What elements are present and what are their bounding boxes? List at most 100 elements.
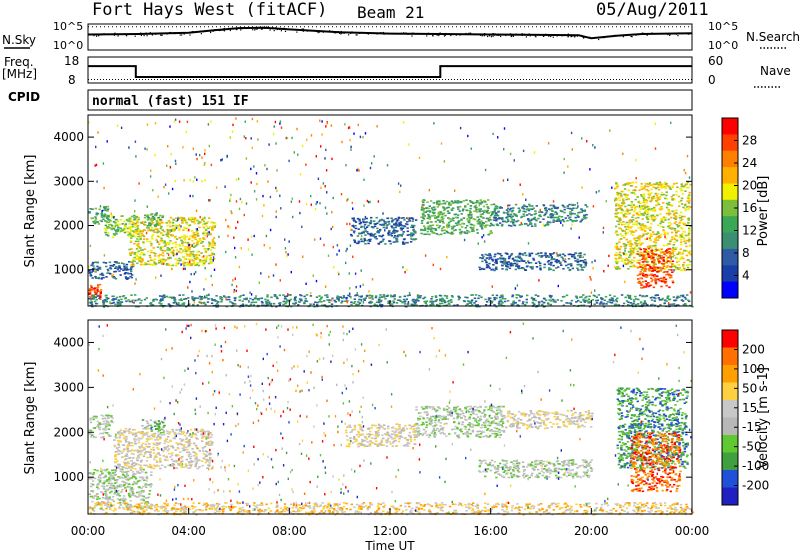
data-cell: [194, 264, 197, 267]
data-cell: [624, 259, 627, 262]
noise-point: [273, 30, 275, 32]
data-cell: [314, 207, 317, 211]
data-cell: [668, 253, 672, 256]
data-cell: [152, 229, 155, 231]
data-cell: [665, 191, 668, 193]
data-cell: [211, 239, 214, 241]
data-cell: [656, 266, 660, 269]
noise-point: [511, 33, 513, 36]
data-cell: [676, 295, 679, 298]
data-cell: [275, 215, 277, 219]
data-cell: [573, 213, 576, 215]
data-cell: [643, 195, 646, 198]
data-cell: [134, 226, 138, 229]
data-cell: [608, 299, 612, 302]
data-cell: [651, 209, 655, 211]
data-cell: [665, 250, 668, 252]
data-cell: [659, 299, 662, 301]
data-cell: [615, 300, 618, 303]
data-cell: [473, 206, 476, 208]
data-cell: [319, 119, 321, 122]
data-cell: [171, 234, 174, 237]
noise-point: [301, 28, 303, 30]
data-cell: [409, 234, 412, 237]
data-cell: [456, 200, 460, 202]
data-cell: [552, 252, 556, 254]
data-cell: [518, 224, 522, 226]
data-cell: [642, 255, 645, 257]
data-cell: [191, 234, 194, 237]
data-cell: [389, 242, 392, 245]
data-cell: [485, 260, 488, 263]
data-cell: [357, 240, 360, 243]
data-cell: [449, 220, 452, 222]
noise-panel: N.Sky 10^5 10^0 10^5 10^0 N.Search: [2, 20, 800, 52]
data-cell: [161, 299, 164, 302]
data-cell: [89, 298, 93, 301]
data-cell: [667, 256, 670, 259]
data-cell: [493, 296, 496, 299]
noise-point: [468, 32, 470, 34]
data-cell: [106, 268, 110, 271]
data-cell: [155, 222, 159, 224]
data-cell: [664, 268, 667, 270]
data-cell: [140, 299, 143, 302]
data-cell: [443, 232, 446, 234]
data-cell: [147, 250, 150, 253]
data-cell: [117, 226, 120, 229]
data-cell: [326, 305, 329, 308]
data-cell: [345, 164, 347, 167]
data-cell: [645, 189, 648, 191]
noise-point: [439, 32, 441, 34]
data-cell: [318, 300, 321, 303]
data-cell: [185, 264, 189, 266]
noise-panel-frame: [87, 23, 693, 51]
noise-point: [256, 28, 258, 30]
data-cell: [522, 260, 526, 262]
data-cell: [345, 297, 347, 300]
data-cell: [584, 264, 587, 267]
data-cell: [144, 221, 147, 223]
data-cell: [530, 225, 534, 227]
data-cell: [225, 250, 227, 254]
noise-point: [436, 34, 438, 36]
noise-tick-high-left: 10^5: [53, 20, 83, 33]
data-cell: [440, 216, 443, 219]
data-cell: [387, 231, 391, 233]
data-cell: [638, 280, 641, 283]
data-cell: [306, 138, 308, 141]
data-cell: [496, 205, 499, 208]
data-cell: [620, 195, 623, 198]
data-cell: [137, 240, 140, 243]
data-cell: [324, 185, 326, 188]
data-cell: [243, 213, 245, 217]
data-cell: [456, 202, 459, 204]
data-cell: [671, 198, 674, 200]
data-cell: [523, 205, 527, 208]
noise-point: [458, 33, 460, 35]
data-cell: [645, 199, 649, 202]
data-cell: [386, 224, 389, 226]
data-cell: [135, 243, 139, 246]
data-cell: [186, 246, 189, 248]
data-cell: [116, 268, 120, 271]
data-cell: [650, 251, 653, 253]
data-cell: [503, 127, 506, 130]
data-cell: [123, 273, 127, 275]
data-cell: [581, 255, 583, 258]
data-cell: [328, 301, 331, 303]
data-cell: [372, 226, 375, 229]
data-cell: [322, 182, 325, 185]
data-cell: [431, 295, 434, 298]
data-cell: [290, 200, 293, 203]
data-cell: [260, 297, 264, 299]
data-cell: [609, 301, 612, 304]
data-cell: [632, 302, 635, 305]
data-cell: [125, 300, 128, 303]
data-cell: [652, 245, 655, 247]
data-cell: [98, 297, 101, 300]
noise-point: [667, 33, 669, 35]
data-cell: [467, 216, 471, 219]
data-cell: [213, 299, 216, 301]
data-cell: [553, 299, 556, 302]
